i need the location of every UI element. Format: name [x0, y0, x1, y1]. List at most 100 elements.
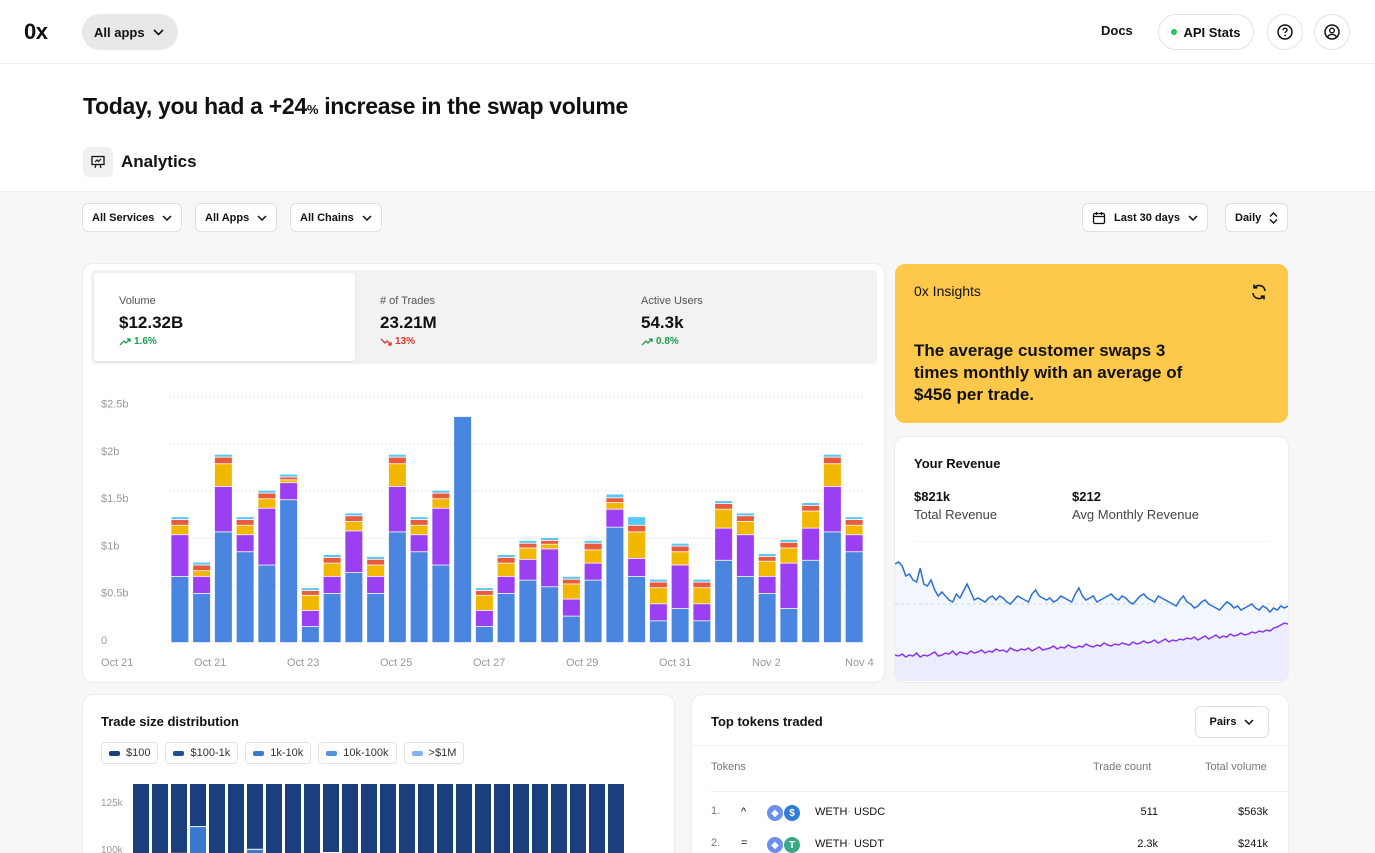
bar-segment: [437, 784, 453, 853]
bar-segment: [823, 454, 841, 457]
bar-segment: [236, 535, 254, 552]
bar-segment: [475, 626, 493, 643]
trend-down-icon: [380, 338, 392, 346]
chains-filter[interactable]: All Chains: [290, 203, 382, 232]
separator: ·: [847, 806, 851, 818]
bar-segment: [214, 464, 232, 487]
apps-filter-label: All Apps: [205, 211, 250, 224]
col-total-volume[interactable]: Total volume: [1205, 761, 1267, 773]
bar-segment: [367, 559, 385, 565]
apps-selector[interactable]: All apps: [82, 14, 178, 50]
bar-segment: [715, 528, 733, 560]
bar-segment: [432, 508, 450, 565]
legend-swatch: [109, 750, 120, 756]
docs-link[interactable]: Docs: [1101, 23, 1133, 38]
bar-segment: [519, 540, 537, 543]
bar-segment: [649, 604, 667, 621]
bar-segment: [802, 528, 820, 560]
bar-segment: [193, 593, 211, 643]
tab-volume[interactable]: Volume $12.32B 1.6%: [94, 273, 355, 361]
bar-segment: [845, 535, 863, 552]
row-volume: $241k: [1238, 838, 1268, 850]
bar-segment: [649, 621, 667, 643]
metric-change-value: 13%: [395, 336, 416, 347]
tab-active-users[interactable]: Active Users 54.3k 0.8%: [616, 273, 877, 361]
chevron-down-icon: [1244, 719, 1254, 725]
legend-item[interactable]: $100-1k: [165, 742, 239, 764]
bar-segment: [513, 784, 529, 853]
tab-trades[interactable]: # of Trades 23.21M 13%: [355, 273, 616, 361]
bar-segment: [190, 784, 206, 827]
bar-segment: [736, 535, 754, 576]
bar-segment: [715, 560, 733, 643]
bar-segment: [584, 580, 602, 643]
usdc-icon: $: [783, 804, 801, 822]
bar-segment: [845, 525, 863, 535]
bar-segment: [410, 552, 428, 643]
bar-segment: [693, 621, 711, 643]
bar-segment: [388, 454, 406, 457]
bar-segment: [193, 562, 211, 565]
bar-segment: [432, 490, 450, 493]
x-tick-label: Oct 23: [287, 657, 319, 669]
total-revenue-value: $821k: [914, 489, 951, 504]
trade-size-chart: 125k 100k: [101, 784, 624, 853]
bar-segment: [345, 521, 363, 531]
legend-item[interactable]: >$1M: [403, 742, 465, 764]
metric-change-value: 1.6%: [134, 336, 157, 347]
legend-item[interactable]: 10k-100k: [318, 742, 397, 764]
legend-item[interactable]: 1k-10k: [245, 742, 312, 764]
services-filter[interactable]: All Services: [82, 203, 183, 232]
bar-segment: [193, 565, 211, 571]
logo[interactable]: 0x: [24, 19, 48, 44]
y-tick-label: $1.5b: [101, 493, 129, 505]
series-area: [895, 623, 1288, 681]
bar-segment: [497, 557, 515, 563]
metric-change: 1.6%: [119, 336, 355, 347]
apps-filter[interactable]: All Apps: [195, 203, 278, 232]
account-button[interactable]: [1314, 14, 1350, 50]
bar-segment: [214, 454, 232, 457]
x-tick-label: Nov 2: [752, 657, 781, 669]
bar-segment: [802, 502, 820, 506]
bar-segment: [589, 784, 605, 853]
pairs-dropdown[interactable]: Pairs: [1195, 706, 1269, 738]
bar-segment: [802, 511, 820, 528]
granularity-filter[interactable]: Daily: [1225, 203, 1289, 232]
bar-segment: [247, 784, 263, 849]
row-trend: =: [741, 837, 748, 849]
calendar-icon: [1092, 211, 1106, 224]
legend-swatch: [253, 750, 265, 756]
bar-segment: [606, 509, 624, 527]
bar-segment: [736, 513, 754, 516]
col-tokens[interactable]: Tokens: [711, 761, 746, 773]
chevron-up-down-icon: [1269, 211, 1278, 224]
bar-segment: [345, 513, 363, 516]
bar-segment: [361, 784, 377, 853]
bar-segment: [236, 525, 254, 535]
api-stats-button[interactable]: API Stats: [1158, 14, 1254, 50]
bar-segment: [304, 784, 320, 853]
bar-segment: [541, 549, 559, 587]
help-button[interactable]: [1267, 14, 1303, 50]
headline-suffix: increase in the swap volume: [318, 93, 629, 119]
bar-segment: [584, 540, 602, 543]
col-trade-count[interactable]: Trade count: [1093, 761, 1152, 773]
bar-segment: [171, 784, 187, 853]
legend-item[interactable]: $100: [101, 742, 159, 764]
bar-segment: [258, 490, 276, 493]
y-tick-label: 100k: [101, 845, 124, 853]
date-range-filter[interactable]: Last 30 days: [1082, 203, 1209, 232]
bar-segment: [715, 503, 733, 509]
table-row[interactable]: 1. ^ ◆ $ WETH · USDC 511 $563k: [692, 797, 1287, 827]
bar-segment: [671, 543, 689, 546]
metric-label: Volume: [119, 295, 156, 307]
bar-segment: [671, 608, 689, 643]
table-row[interactable]: 2. = ◆ T WETH · USDT 2.3k $241k: [692, 829, 1287, 853]
bar-segment: [171, 535, 189, 576]
x-tick-label: Oct 21: [101, 657, 133, 669]
bar-segment: [823, 486, 841, 532]
bar-segment: [693, 579, 711, 582]
bar-segment: [301, 588, 319, 591]
refresh-icon[interactable]: [1250, 283, 1268, 306]
